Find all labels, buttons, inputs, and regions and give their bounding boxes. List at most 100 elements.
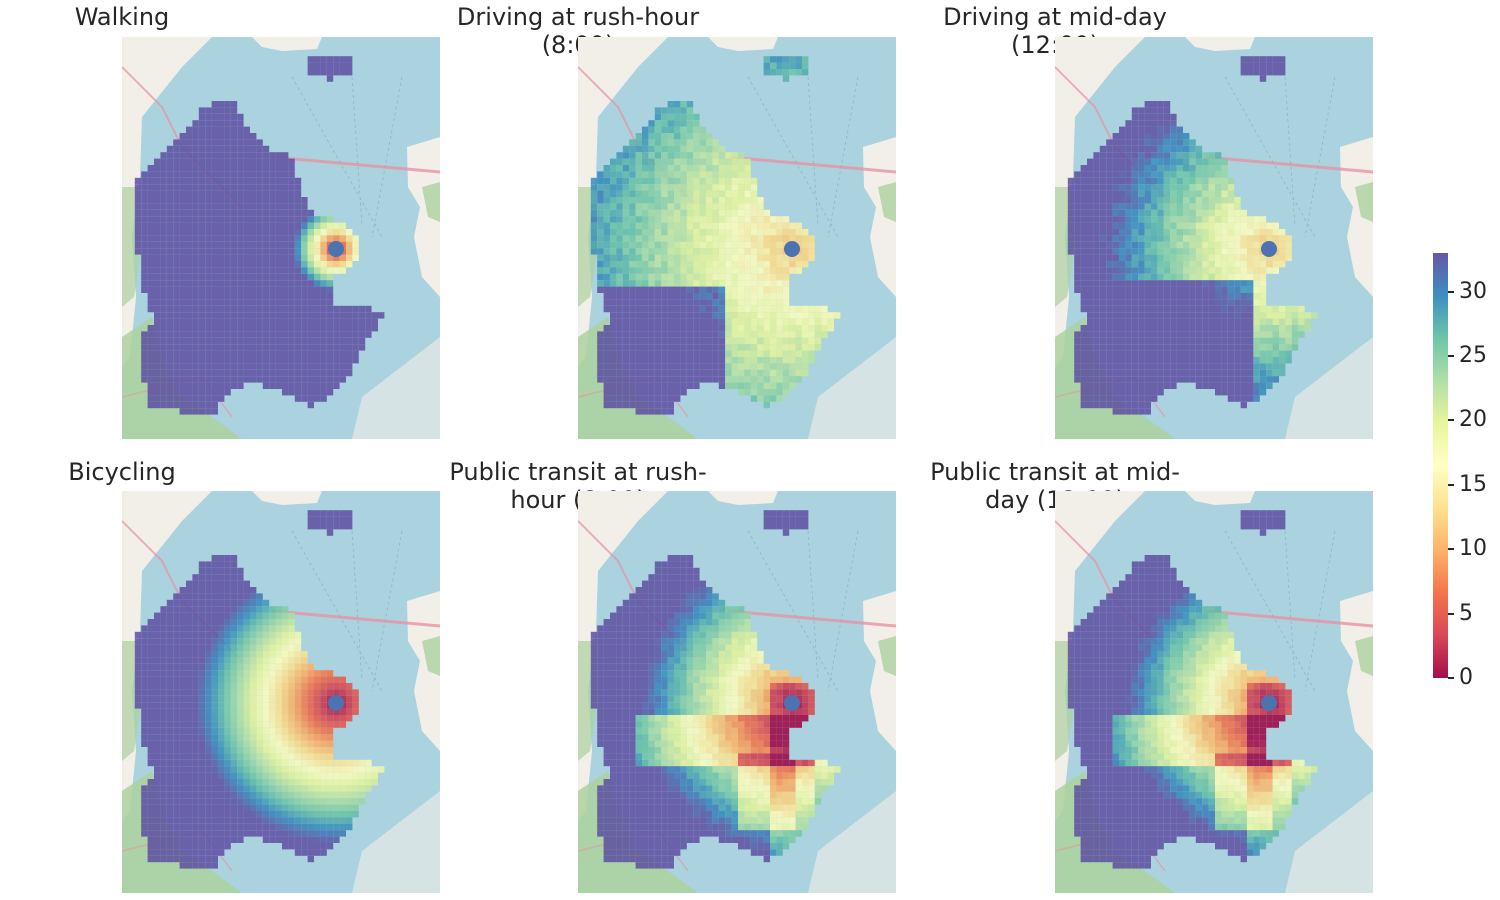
grid-cell [1176,376,1183,383]
grid-cell [237,721,244,728]
grid-cell [674,395,681,402]
grid-cell [712,184,719,191]
grid-cell [1144,152,1151,159]
grid-cell [629,184,636,191]
grid-cell [166,229,174,236]
grid-cell [610,209,617,217]
grid-cell [211,126,218,133]
grid-cell [160,715,167,722]
grid-cell [1195,350,1203,357]
grid-cell [744,273,751,281]
grid-cell [179,389,186,396]
grid-cell [642,350,649,357]
grid-cell [1131,280,1139,287]
grid-cell [1119,344,1126,351]
map-walking[interactable] [122,37,440,439]
grid-cell [218,625,225,632]
grid-cell [314,216,321,223]
map-driving-rush-hour[interactable] [578,37,896,439]
grid-cell [1183,273,1190,281]
grid-cell [262,190,270,197]
grid-cell [147,708,154,715]
grid-cell [262,727,270,735]
grid-cell [616,241,623,249]
grid-cell [230,612,238,619]
grid-cell [1119,305,1126,313]
grid-cell [725,197,732,204]
grid-cell [629,209,636,217]
grid-cell [198,203,206,210]
grid-cell [750,216,758,223]
grid-cell [141,638,148,645]
grid-cell [192,734,199,741]
grid-cell [629,382,636,389]
grid-cell [1106,241,1113,249]
grid-cell [198,273,206,281]
grid-cell [269,811,276,818]
grid-cell [192,171,199,178]
grid-cell [166,849,174,856]
grid-cell [147,229,154,236]
grid-cell [629,401,636,409]
grid-cell [154,657,161,664]
grid-cell [288,216,295,223]
grid-cell [250,785,257,792]
grid-cell [205,203,212,210]
grid-cell [154,197,161,204]
grid-cell [1227,376,1235,383]
grid-cell [256,344,263,351]
grid-cell [211,567,218,575]
grid-cell [750,280,758,287]
grid-cell [603,209,610,217]
grid-cell [1099,184,1107,191]
grid-cell [256,683,263,690]
grid-cell [1099,171,1107,178]
grid-cell [795,369,802,377]
grid-cell [1163,369,1171,377]
grid-cell [776,267,783,274]
grid-cell [1106,216,1113,223]
grid-cell [629,222,636,229]
grid-cell [1259,229,1267,236]
grid-cell [1279,241,1286,249]
grid-cell [1170,235,1177,242]
grid-cell [218,293,225,300]
grid-cell [731,184,738,191]
grid-cell [262,261,270,268]
grid-cell [635,299,642,306]
grid-cell [1144,280,1151,287]
grid-cell [243,139,250,146]
grid-cell [622,184,630,191]
grid-cell [256,638,263,645]
grid-cell [1157,197,1164,204]
map-bicycling[interactable] [122,491,440,893]
grid-cell [776,229,783,236]
grid-cell [243,229,250,236]
grid-cell [635,171,642,178]
grid-cell [339,56,346,63]
grid-cell [1202,203,1209,210]
grid-cell [237,190,244,197]
grid-cell [160,286,167,293]
grid-cell [294,638,302,645]
grid-cell [173,401,180,409]
grid-cell [1131,376,1139,383]
grid-cell [333,344,340,351]
grid-cell [192,766,199,773]
grid-cell [211,286,218,293]
grid-cell [179,644,186,651]
grid-cell [616,203,623,210]
grid-cell [1112,312,1119,319]
grid-cell [1285,241,1292,249]
grid-cell [1087,344,1094,351]
grid-cell [211,830,218,837]
grid-cell [282,657,289,664]
grid-cell [179,785,186,792]
grid-cell [1087,248,1094,255]
grid-cell [333,235,340,242]
grid-cell [757,331,764,338]
map-driving-mid-day[interactable] [1055,37,1373,439]
grid-cell [262,619,270,626]
grid-cell [610,382,617,389]
grid-cell [288,811,295,818]
